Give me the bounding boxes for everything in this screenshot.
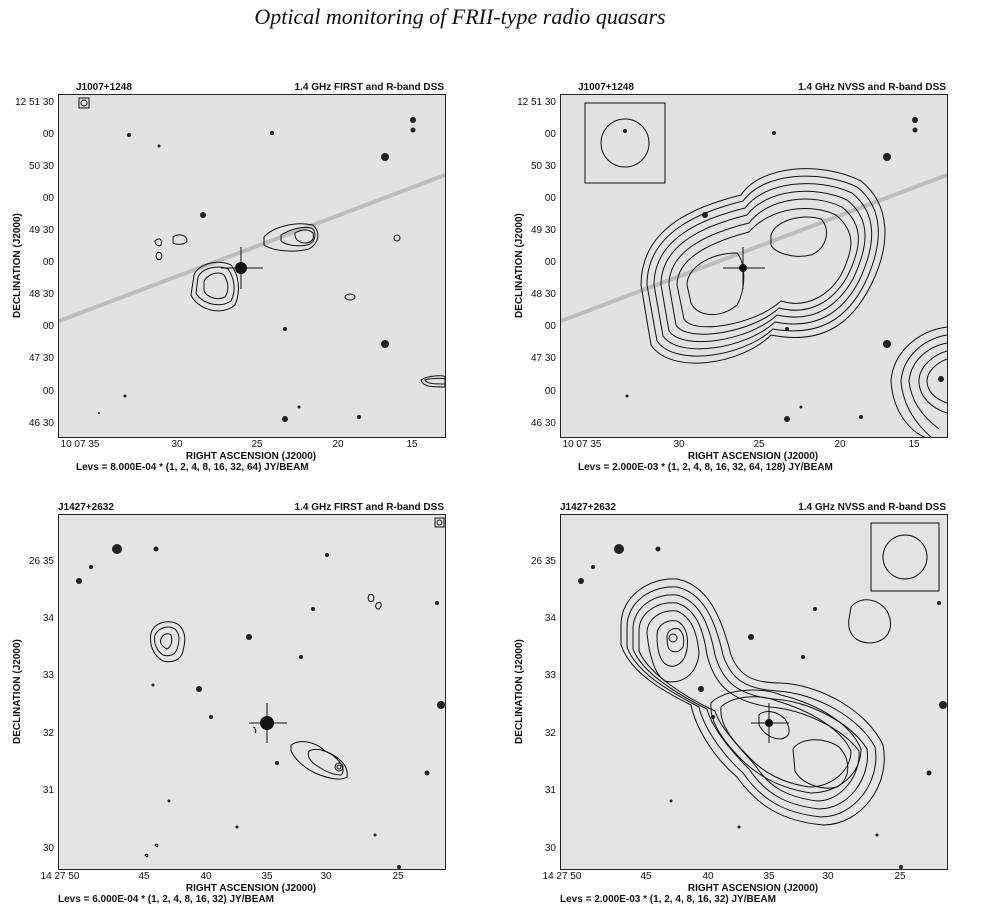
- contour-levels: Levs = 2.000E-03 * (1, 2, 4, 8, 16, 32) …: [560, 894, 776, 905]
- contour-map: [561, 515, 947, 869]
- x-tick-label: 45: [138, 871, 150, 882]
- x-tick-label: 35: [763, 871, 775, 882]
- y-tick-label: 00: [544, 129, 556, 140]
- y-tick-label: 00: [544, 386, 556, 397]
- contour-levels: Levs = 8.000E-04 * (1, 2, 4, 8, 16, 32, …: [76, 462, 309, 473]
- y-tick-label: 30: [42, 843, 54, 854]
- contour-levels: Levs = 2.000E-03 * (1, 2, 4, 8, 16, 32, …: [578, 462, 833, 473]
- y-tick-label: 30: [544, 843, 556, 854]
- y-axis-label: DECLINATION (J2000): [12, 213, 23, 318]
- contour-map: [59, 515, 445, 869]
- contour-map: [59, 95, 445, 437]
- x-tick-label: 30: [320, 871, 332, 882]
- source-name: J1427+2632: [58, 502, 114, 513]
- beam-icon: [78, 97, 90, 109]
- beam-box: [584, 102, 666, 184]
- beam-box: [870, 522, 940, 592]
- y-axis-label: DECLINATION (J2000): [514, 639, 525, 744]
- y-tick-label: 46 30: [530, 418, 556, 429]
- x-tick-label: 30: [673, 439, 685, 450]
- y-axis-label: DECLINATION (J2000): [514, 213, 525, 318]
- y-tick-label: 50 30: [28, 161, 54, 172]
- x-tick-label: 25: [753, 439, 765, 450]
- y-axis-label: DECLINATION (J2000): [12, 639, 23, 744]
- y-tick-label: 50 30: [530, 161, 556, 172]
- source-name: J1007+1248: [578, 82, 634, 93]
- panel-title: 1.4 GHz NVSS and R-band DSS: [798, 502, 946, 513]
- x-tick-label: 20: [332, 439, 344, 450]
- x-tick-label: 45: [640, 871, 652, 882]
- y-tick-label: 26 35: [530, 556, 556, 567]
- y-tick-label: 48 30: [28, 289, 54, 300]
- y-tick-label: 34: [42, 613, 54, 624]
- y-tick-label: 00: [42, 257, 54, 268]
- beam-icon: [600, 118, 650, 168]
- y-tick-label: 46 30: [28, 418, 54, 429]
- x-axis-label: RIGHT ASCENSION (J2000): [185, 451, 317, 462]
- x-tick-label: 40: [702, 871, 714, 882]
- panel-title: 1.4 GHz NVSS and R-band DSS: [798, 82, 946, 93]
- source-name: J1427+2632: [560, 502, 616, 513]
- y-tick-label: 49 30: [530, 225, 556, 236]
- panel-title: 1.4 GHz FIRST and R-band DSS: [294, 502, 444, 513]
- optical-image-frame: [58, 94, 446, 438]
- page-title: Optical monitoring of FRII-type radio qu…: [254, 4, 666, 29]
- beam-icon: [434, 517, 445, 528]
- y-tick-label: 33: [42, 670, 54, 681]
- y-tick-label: 48 30: [530, 289, 556, 300]
- y-tick-label: 12 51 30: [15, 97, 54, 108]
- x-tick-label: 10 07 35: [562, 439, 602, 450]
- x-tick-label: 40: [200, 871, 212, 882]
- y-tick-label: 00: [42, 129, 54, 140]
- x-tick-label: 25: [392, 871, 404, 882]
- x-axis-label: RIGHT ASCENSION (J2000): [687, 883, 819, 894]
- optical-image-frame: [560, 94, 948, 438]
- contour-levels: Levs = 6.000E-04 * (1, 2, 4, 8, 16, 32) …: [58, 894, 274, 905]
- x-tick-label: 25: [251, 439, 263, 450]
- x-tick-label: 14 27 50: [40, 871, 80, 882]
- x-axis-label: RIGHT ASCENSION (J2000): [185, 883, 317, 894]
- y-tick-label: 00: [544, 257, 556, 268]
- x-tick-label: 10 07 35: [60, 439, 100, 450]
- x-tick-label: 30: [171, 439, 183, 450]
- x-tick-label: 25: [894, 871, 906, 882]
- source-name: J1007+1248: [76, 82, 132, 93]
- beam-icon: [882, 534, 928, 580]
- y-tick-label: 00: [544, 321, 556, 332]
- y-tick-label: 33: [544, 670, 556, 681]
- x-axis-label: RIGHT ASCENSION (J2000): [687, 451, 819, 462]
- y-tick-label: 00: [42, 386, 54, 397]
- y-tick-label: 31: [42, 785, 54, 796]
- y-tick-label: 47 30: [530, 353, 556, 364]
- y-tick-label: 00: [42, 193, 54, 204]
- y-tick-label: 00: [42, 321, 54, 332]
- y-tick-label: 00: [544, 193, 556, 204]
- contour-map: [561, 95, 947, 437]
- y-tick-label: 12 51 30: [517, 97, 556, 108]
- optical-image-frame: [560, 514, 948, 870]
- x-tick-label: 14 27 50: [542, 871, 582, 882]
- x-tick-label: 15: [406, 439, 418, 450]
- y-tick-label: 49 30: [28, 225, 54, 236]
- y-tick-label: 32: [544, 728, 556, 739]
- panel-title: 1.4 GHz FIRST and R-band DSS: [294, 82, 444, 93]
- y-tick-label: 32: [42, 728, 54, 739]
- x-tick-label: 20: [834, 439, 846, 450]
- y-tick-label: 47 30: [28, 353, 54, 364]
- x-tick-label: 15: [908, 439, 920, 450]
- x-tick-label: 30: [822, 871, 834, 882]
- y-tick-label: 26 35: [28, 556, 54, 567]
- y-tick-label: 31: [544, 785, 556, 796]
- y-tick-label: 34: [544, 613, 556, 624]
- optical-image-frame: [58, 514, 446, 870]
- x-tick-label: 35: [261, 871, 273, 882]
